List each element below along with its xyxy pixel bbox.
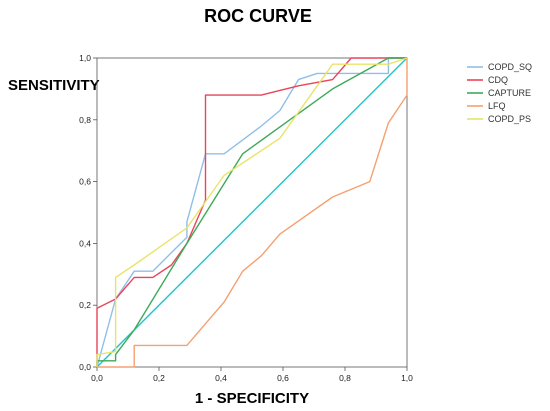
y-tick-label: 0,2 bbox=[79, 300, 91, 310]
legend-label: COPD_PS bbox=[488, 114, 531, 124]
series-line-capture bbox=[96, 57, 407, 367]
y-tick-label: 0,6 bbox=[79, 177, 91, 187]
x-tick-label: 0,0 bbox=[91, 373, 103, 383]
y-tick-label: 0,4 bbox=[79, 238, 91, 248]
series-line-cdq bbox=[96, 57, 407, 367]
x-tick-label: 0,4 bbox=[215, 373, 227, 383]
x-tick-label: 0,6 bbox=[277, 373, 289, 383]
reference-diagonal-line bbox=[96, 57, 408, 368]
y-tick-label: 1,0 bbox=[79, 53, 91, 63]
series-line-copd-ps bbox=[96, 57, 408, 367]
legend: COPD_SQ CDQ CAPTURE LFQ COPD_PS bbox=[467, 62, 532, 124]
y-tick-label: 0,0 bbox=[79, 362, 91, 372]
legend-label: CDQ bbox=[488, 75, 508, 85]
y-tick-label: 0,8 bbox=[79, 115, 91, 125]
axis-ticks: 0,0 0,2 0,4 0,6 0,8 1,0 0,0 0,2 0,4 0,6 0,8 1,0 bbox=[79, 53, 413, 383]
chart-title: ROC CURVE bbox=[204, 6, 312, 26]
series-line-lfq bbox=[97, 58, 408, 368]
series-line-copd-sq bbox=[96, 57, 407, 368]
series-lines bbox=[96, 57, 408, 368]
legend-label: LFQ bbox=[488, 101, 506, 111]
x-tick-label: 0,8 bbox=[339, 373, 351, 383]
x-tick-label: 1,0 bbox=[401, 373, 413, 383]
legend-label: COPD_SQ bbox=[488, 62, 532, 72]
y-axis-label: SENSITIVITY bbox=[8, 77, 100, 94]
plot-frame bbox=[96, 57, 408, 368]
legend-label: CAPTURE bbox=[488, 88, 531, 98]
x-axis-label: 1 - SPECIFICITY bbox=[195, 390, 309, 407]
x-tick-label: 0,2 bbox=[153, 373, 165, 383]
